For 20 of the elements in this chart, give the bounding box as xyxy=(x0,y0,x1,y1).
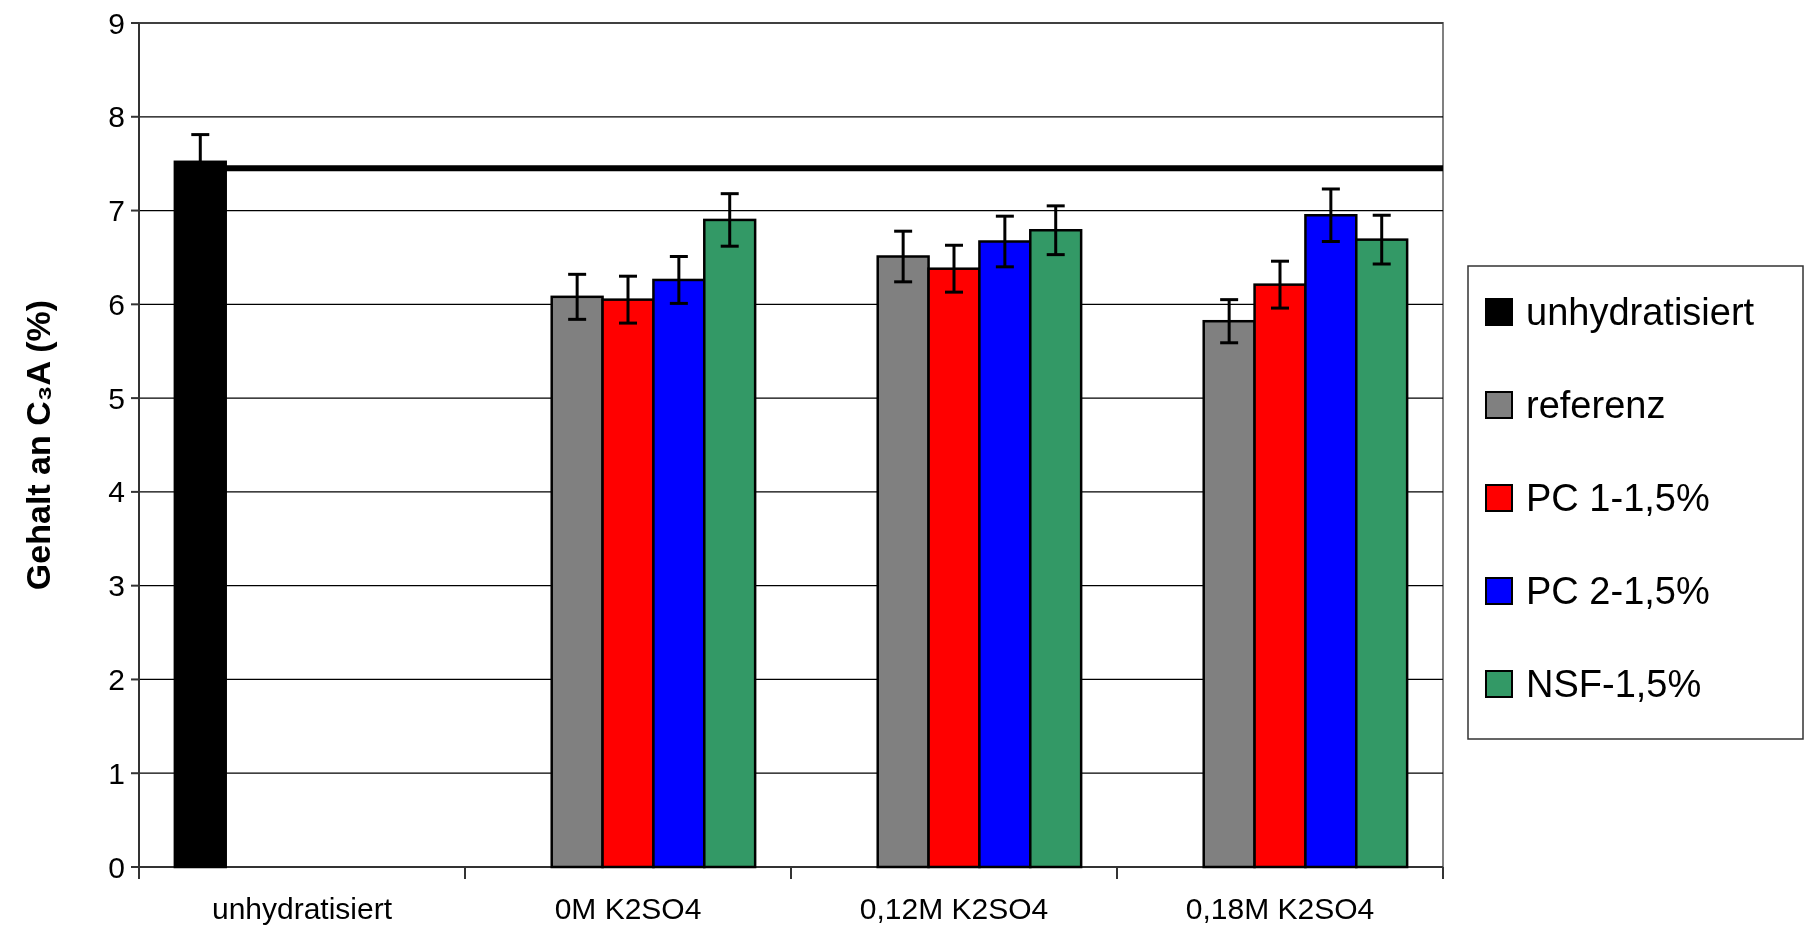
legend-label: PC 2-1,5% xyxy=(1526,570,1710,613)
x-tick-label: unhydratisiert xyxy=(211,892,393,925)
y-axis-title: Gehalt an C₃A (%) xyxy=(19,299,57,591)
x-tick-label: 0,18M K2SO4 xyxy=(1185,892,1375,925)
legend-label: unhydratisiert xyxy=(1526,291,1755,334)
y-tick-label: 4 xyxy=(108,475,125,509)
legend-label: referenz xyxy=(1526,384,1666,427)
y-tick-label: 8 xyxy=(108,100,125,134)
x-tick-label: 0M K2SO4 xyxy=(554,892,702,925)
legend-label: NSF-1,5% xyxy=(1526,663,1702,706)
y-tick-label: 1 xyxy=(108,756,125,790)
x-tick-label: 0,12M K2SO4 xyxy=(859,892,1049,925)
y-tick-label: 9 xyxy=(108,6,125,40)
y-tick-label: 5 xyxy=(108,381,125,415)
y-tick-label: 0 xyxy=(108,850,125,884)
y-tick-label: 7 xyxy=(108,194,125,228)
y-tick-label: 3 xyxy=(108,569,125,603)
legend-label: PC 1-1,5% xyxy=(1526,477,1710,520)
y-tick-label: 2 xyxy=(108,662,125,696)
y-tick-label: 6 xyxy=(108,287,125,321)
